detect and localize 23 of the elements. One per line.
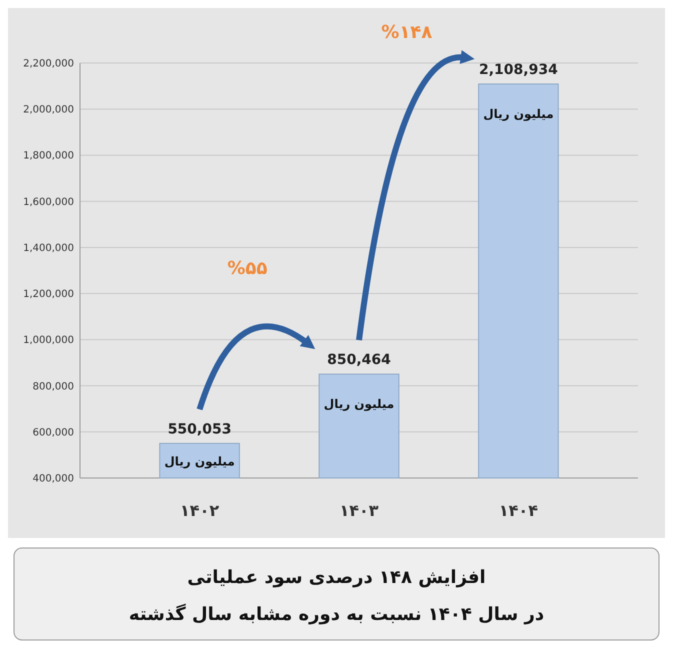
text: %۱۴۸ xyxy=(381,22,432,43)
y-tick-label: 1,800,000 xyxy=(23,150,74,162)
y-tick-label: 600,000 xyxy=(32,427,74,438)
y-tick-label: 400,000 xyxy=(32,474,74,484)
data-label: 850,464 xyxy=(327,352,392,368)
data-label: 550,053 xyxy=(168,421,232,438)
y-tick-label: 800,000 xyxy=(32,381,74,392)
x-tick-label: ۱۴۰۳ xyxy=(339,501,379,520)
text: افزایش ۱۴۸ درصدی سود عملیاتی xyxy=(187,567,486,588)
y-tick-label: 2,000,000 xyxy=(23,104,74,116)
annotation: میلیون ریال xyxy=(483,106,554,121)
text: در سال ۱۴۰۴ نسبت به دوره مشابه سال گذشته xyxy=(128,603,544,625)
x-tick-label: ۱۴۰۲ xyxy=(180,501,220,520)
y-tick-label: 1,200,000 xyxy=(23,289,74,300)
x-tick-label: ۱۴۰۴ xyxy=(498,501,538,520)
y-tick-label: 2,200,000 xyxy=(23,58,74,70)
annotation: میلیون ریال xyxy=(164,454,235,469)
y-tick-label: 1,400,000 xyxy=(23,242,74,254)
data-label: 2,108,934 xyxy=(479,62,558,78)
annotation: میلیون ریال xyxy=(324,397,394,412)
annotation: %۵۵ xyxy=(227,258,268,280)
y-tick-label: 1,000,000 xyxy=(23,335,74,346)
y-tick-label: 1,600,000 xyxy=(23,196,74,208)
